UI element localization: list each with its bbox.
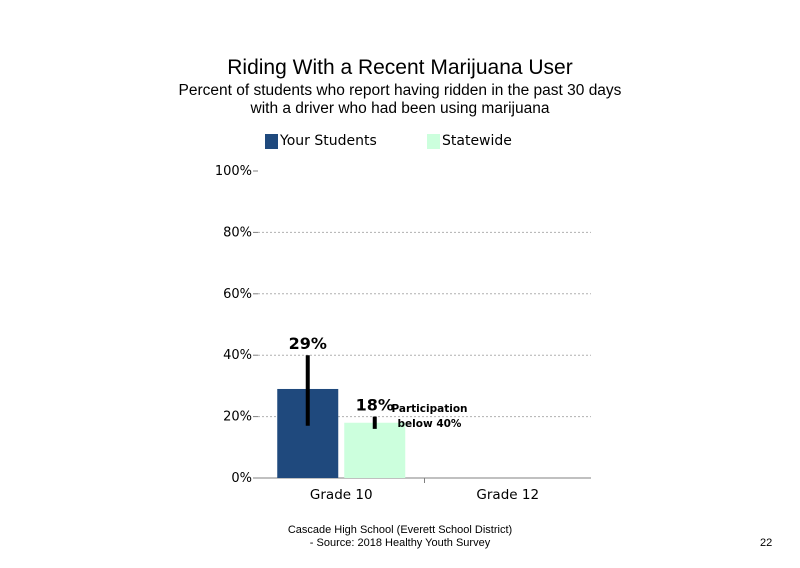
bar-statewide: [344, 422, 406, 478]
y-tick-label: 40%: [223, 348, 252, 363]
participation-note: below 40%: [398, 418, 462, 430]
legend-swatch-statewide: [427, 133, 440, 149]
legend-item-your-students: Your Students: [265, 133, 377, 149]
legend: Your Students Statewide: [0, 133, 800, 153]
y-tick-label: 100%: [215, 164, 252, 179]
chart-subtitle: Percent of students who report having ri…: [0, 82, 800, 118]
subtitle-line-2: with a driver who had been using marijua…: [250, 100, 550, 117]
legend-swatch-your-students: [265, 133, 278, 149]
x-tick-label: Grade 12: [476, 487, 539, 503]
y-tick-label: 80%: [223, 225, 252, 240]
y-tick-label: 0%: [231, 471, 252, 486]
subtitle-line-1: Percent of students who report having ri…: [178, 82, 622, 99]
page-number: 22: [760, 537, 773, 549]
legend-item-statewide: Statewide: [427, 133, 512, 149]
y-tick-label: 20%: [223, 410, 252, 425]
data-label: 29%: [289, 334, 327, 353]
footer-school: Cascade High School (Everett School Dist…: [287, 524, 513, 536]
x-tick-label: Grade 10: [310, 487, 373, 503]
y-tick-label: 60%: [223, 287, 252, 302]
data-label: 18%: [356, 396, 394, 415]
participation-note: Participation: [391, 403, 467, 415]
legend-label-your-students: Your Students: [280, 133, 377, 149]
footer-source: - Source: 2018 Healthy Youth Survey: [309, 537, 491, 549]
legend-label-statewide: Statewide: [442, 133, 512, 149]
chart-title: Riding With a Recent Marijuana User: [227, 56, 573, 79]
footer: Cascade High School (Everett School Dist…: [0, 524, 800, 550]
